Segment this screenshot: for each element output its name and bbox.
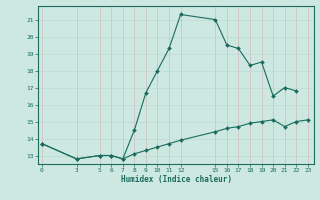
X-axis label: Humidex (Indice chaleur): Humidex (Indice chaleur) [121, 175, 231, 184]
